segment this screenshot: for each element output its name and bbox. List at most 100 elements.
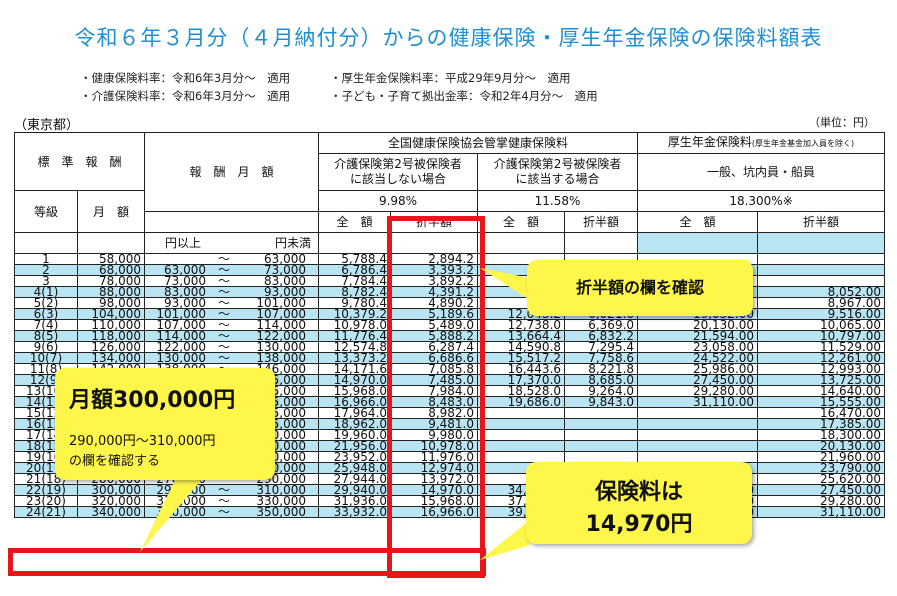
range-tilde: ～ [218,286,231,298]
header-care: 介護保険第2号被保険者 に該当する場合 [477,153,639,191]
range-to: 195,000 [256,418,307,430]
monthly-cell: 88,000 [76,286,146,298]
table-row: 1 58,000 ～ 63,000 5,788.4 2,894.2 [14,253,886,265]
range-tilde: ～ [218,352,231,364]
range-to: 146,000 [256,363,307,375]
header-no-care-line1: 介護保険第2号被保険者 [334,157,462,171]
header-remuneration-monthly: 報 酬 月 額 [144,132,320,212]
monthly-cell: 110,000 [76,319,146,331]
range-tilde: ～ [218,275,231,287]
range-to: 101,000 [256,297,307,309]
range-from: 93,000 [164,297,207,309]
range-from: 122,000 [156,341,207,353]
header-care-line2: に該当する場合 [515,172,600,186]
range-tilde: ～ [218,330,231,342]
total-pension-cell: 24,522.00 [637,352,759,364]
page-title: 令和６年３月分（４月納付分）からの健康保険・厚生年金保険の保険料額表 [74,26,823,50]
header-no-care-line2: に該当しない場合 [350,172,447,186]
range-to: 185,000 [256,407,307,419]
cell-blank [637,232,759,254]
range-to: 330,000 [256,495,307,507]
range-tilde: ～ [218,319,231,331]
yen-under-label: 円未満 [275,236,312,250]
rate-pension: 18.300%※ [637,190,886,212]
header-no-care: 介護保険第2号被保険者 に該当しない場合 [318,153,479,191]
range-to: 73,000 [264,264,307,276]
header-pension: 厚生年金保険料(厚生年金基金加入員を除く) [637,132,886,154]
total-no-care-cell: 33,932.0 [318,506,392,518]
range-to: 107,000 [256,308,307,320]
callout-monthly-title: 月額300,000円 [69,388,236,413]
range-to: 165,000 [256,385,307,397]
header-care-line1: 介護保険第2号被保険者 [493,157,622,171]
range-cell: 330,000 ～ 350,000 [144,506,320,518]
note-health-rate: ・健康保険料率：令和6年3月分～ 適用 [80,71,291,85]
range-to: 250,000 [256,451,307,463]
header-total-no-care: 全 額 [318,211,392,233]
table-row: 8(5) 118,000 114,000 ～ 122,000 11,776.4 5,888.… [14,330,886,342]
range-from: 114,000 [156,330,207,342]
tail-half-check [480,268,530,300]
header-grade: 等級 [14,190,78,233]
range-from: 130,000 [156,352,207,364]
monthly-cell: 340,000 [76,506,146,518]
callout-half-check: 折半額の欄を確認 [527,260,753,316]
note-pension-rate: ・厚生年金保険料率：平成29年9月分～ 適用 [330,71,571,85]
range-to: 93,000 [264,286,307,298]
range-to: 350,000 [256,506,307,518]
range-from: 83,000 [164,286,207,298]
range-to: 310,000 [256,484,307,496]
range-tilde: ～ [218,253,231,265]
callout-half-check-text: 折半額の欄を確認 [575,278,704,297]
range-to: 210,000 [256,429,307,441]
range-from: 73,000 [164,275,207,287]
half-pension-cell: 17,385.00 [757,418,886,430]
range-tilde: ～ [218,484,231,496]
range-tilde: ～ [218,506,231,518]
grade-cell: 24(21) [14,506,78,518]
half-care-cell: 9,264.0 [564,385,639,397]
range-to: 122,000 [256,330,307,342]
range-to: 138,000 [256,352,307,364]
note-care-rate: ・介護保険料率：令和6年3月分～ 適用 [80,89,291,103]
table-row: 10(7) 134,000 130,000 ～ 138,000 13,373.2 6,686… [14,352,886,364]
note-child-rate: ・子ども・子育て拠出金率：令和2年4月分～ 適用 [330,89,598,103]
unit-label: （単位：円） [809,116,875,129]
range-tilde: ～ [218,264,231,276]
range-to: 83,000 [264,275,307,287]
callout-premium-line1: 保険料は [594,480,683,505]
callout-monthly-line2: の欄を確認する [69,454,161,469]
range-to: 114,000 [256,319,307,331]
range-from: 101,000 [156,308,207,320]
range-to: 270,000 [256,462,307,474]
callout-premium-line2: 14,970円 [585,512,693,537]
range-tilde: ～ [218,297,231,309]
range-to: 230,000 [256,440,307,452]
header-total-care: 全 額 [477,211,566,233]
header-pension-category: 一般、坑内員・船員 [637,153,886,191]
header-standard-remuneration: 標 準 報 酬 [13,132,146,191]
range-from: 63,000 [164,264,207,276]
header-monthly: 月 額 [76,190,146,233]
callout-monthly-line1: 290,000円～310,000円 [69,434,216,449]
yen-over-label: 円以上 [165,236,202,250]
region-label: （東京都） [14,118,80,133]
range-to: 130,000 [256,341,307,353]
tail-premium [480,520,530,560]
grade-cell: 6(3) [14,308,78,320]
row-22-highlight [8,548,486,576]
header-pension-sub: (厚生年金基金加入員を除く) [751,139,855,148]
range-tilde: ～ [218,308,231,320]
range-to: 175,000 [256,396,307,408]
tail-monthly [140,470,210,552]
callout-premium: 保険料は 14,970円 [526,462,752,544]
range-tilde: ～ [218,341,231,353]
header-half-pension: 折半額 [757,211,886,233]
total-no-care-cell: 27,944.0 [318,473,392,485]
range-tilde: ～ [218,495,231,507]
range-to: 290,000 [256,473,307,485]
header-blank [144,211,320,233]
range-from: 107,000 [156,319,207,331]
table-row: 9(6) 126,000 122,000 ～ 130,000 12,574.8 6,287.… [14,341,886,353]
